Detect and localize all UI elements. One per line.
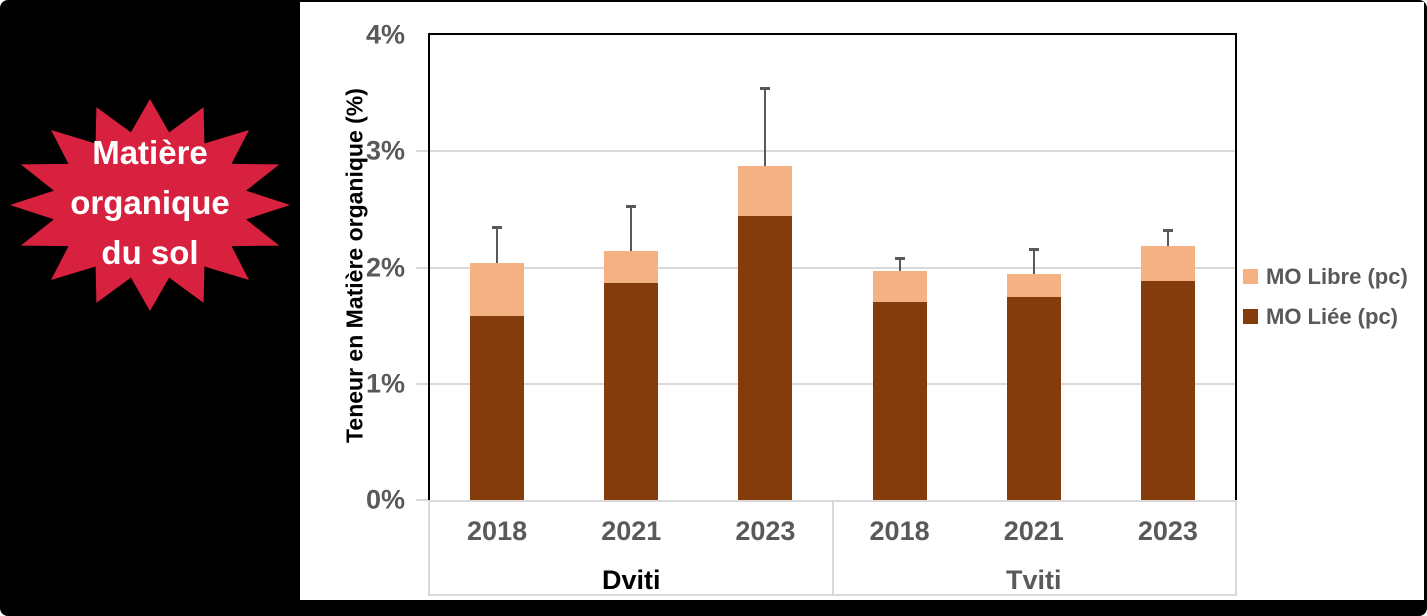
starburst-shape [10, 99, 290, 311]
bar-segment-mo-libre [604, 250, 659, 284]
category-axis-box: Dviti Tviti 2018 2021 2023 2018 2021 2023 [428, 500, 1237, 596]
bar-segment-mo-liee [1140, 281, 1195, 502]
x-tick-label: 2021 [1003, 516, 1064, 546]
bar-segment-mo-liee [738, 216, 793, 502]
error-bar-cap [760, 87, 771, 91]
group-label-tviti: Tviti [1005, 565, 1062, 595]
badge-line-2: organique [70, 184, 230, 221]
bar-segment-mo-liee [1006, 297, 1061, 502]
error-bar [1032, 249, 1035, 275]
error-bar-cap [1162, 229, 1173, 233]
gridline [430, 150, 1235, 153]
group-label-dviti: Dviti [601, 565, 661, 595]
legend-label-mo-liee: MO Liée (pc) [1266, 303, 1399, 329]
x-tick-label: 2018 [467, 516, 528, 546]
bar-segment-mo-libre [738, 166, 793, 217]
y-tick-mark [416, 266, 428, 269]
y-tick-mark [416, 499, 428, 501]
bar-segment-mo-liee [470, 316, 525, 502]
badge-title: Matière organique du sol [0, 128, 300, 278]
error-bar-cap [492, 225, 503, 229]
error-bar [764, 89, 767, 167]
legend-entry-mo-liee: MO Liée (pc) [1243, 304, 1408, 329]
y-tick-mark [416, 382, 428, 385]
chart-panel: Teneur en Matière organique (%) Dviti Tv… [300, 2, 1424, 600]
error-bar-cap [1028, 247, 1039, 251]
error-bar [496, 227, 499, 263]
plot-area [428, 33, 1237, 502]
legend-swatch-mo-libre [1243, 269, 1258, 284]
y-tick-label: 2% [365, 252, 405, 282]
y-tick-label: 1% [365, 368, 405, 399]
legend-label-mo-libre: MO Libre (pc) [1266, 263, 1408, 289]
group-divider [831, 502, 834, 594]
gridline [430, 266, 1235, 269]
error-bar [1166, 231, 1169, 247]
y-tick-label: 4% [365, 19, 405, 50]
error-bar [630, 206, 633, 251]
legend-swatch-mo-liee [1243, 309, 1258, 324]
error-bar-cap [626, 204, 637, 208]
x-tick-label: 2023 [1137, 516, 1198, 546]
badge-zone: Matière organique du sol [0, 0, 300, 616]
x-tick-label: 2021 [601, 516, 662, 546]
error-bar-cap [894, 257, 905, 261]
bar-segment-mo-libre [872, 270, 927, 303]
badge-line-1: Matière [92, 134, 208, 171]
y-tick-label: 0% [365, 484, 405, 515]
y-tick-mark [416, 150, 428, 153]
badge-line-3: du sol [101, 234, 199, 271]
gridline [430, 382, 1235, 385]
bar-segment-mo-libre [1006, 274, 1061, 298]
error-bar [898, 259, 901, 271]
bar-segment-mo-libre [470, 262, 525, 316]
x-tick-label: 2018 [869, 516, 930, 546]
legend-entry-mo-libre: MO Libre (pc) [1243, 264, 1408, 289]
y-tick-label: 3% [365, 135, 405, 166]
bar-segment-mo-libre [1140, 246, 1195, 282]
starburst-icon [10, 99, 290, 311]
legend: MO Libre (pc) MO Liée (pc) [1243, 264, 1408, 344]
bar-segment-mo-liee [604, 283, 659, 502]
bar-segment-mo-liee [872, 302, 927, 502]
x-tick-label: 2023 [735, 516, 796, 546]
